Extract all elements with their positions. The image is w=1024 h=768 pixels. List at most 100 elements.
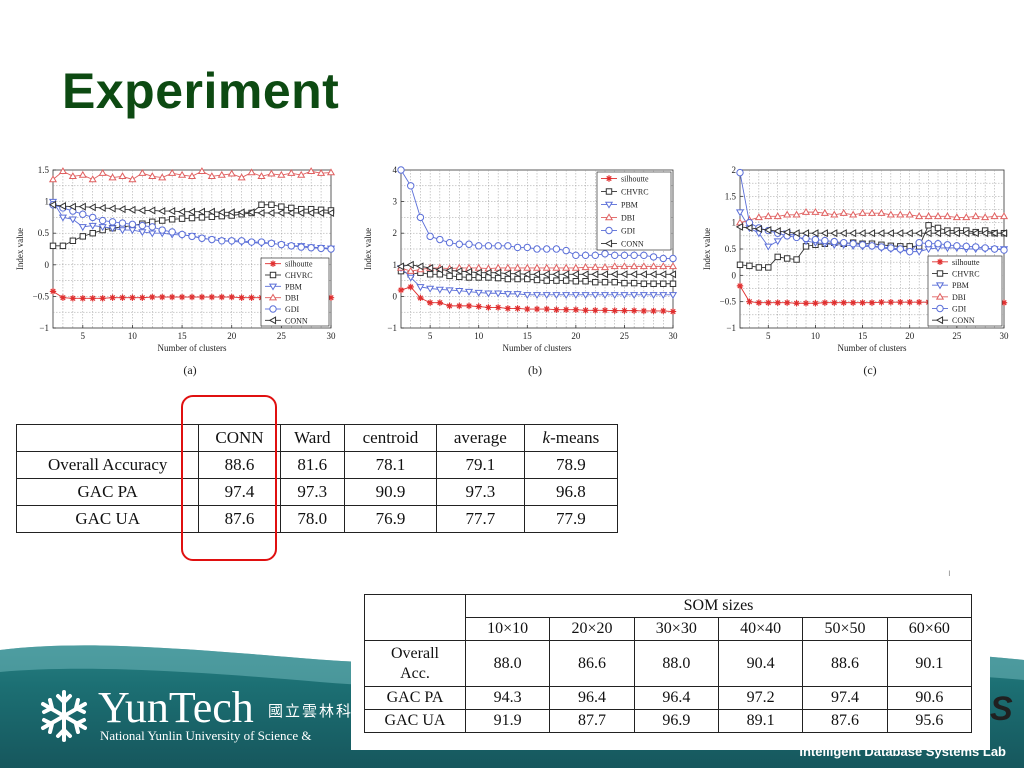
y-tick-label: 2	[732, 165, 737, 175]
legend-entry: PBM	[952, 281, 969, 290]
data-point	[178, 230, 186, 239]
data-point	[581, 263, 590, 271]
data-point	[811, 207, 820, 215]
data-point	[962, 242, 970, 251]
data-point	[660, 307, 667, 315]
y-tick-label: −1	[726, 323, 736, 333]
data-point	[764, 212, 773, 220]
y-tick-label: −1	[39, 323, 49, 333]
row-label: GAC UA	[15, 505, 200, 533]
legend-entry: silhoutte	[621, 175, 649, 184]
data-point	[177, 207, 186, 216]
data-point	[943, 212, 952, 220]
y-tick-label: 1	[45, 197, 50, 207]
data-point	[878, 298, 885, 306]
data-point	[157, 207, 166, 216]
data-point	[581, 292, 590, 300]
data-point	[513, 269, 521, 278]
data-point	[849, 240, 857, 248]
data-point	[59, 242, 67, 250]
data-point	[831, 299, 838, 306]
y-axis-label: Index value	[15, 228, 25, 270]
data-point	[1000, 246, 1008, 254]
data-point	[78, 170, 87, 178]
data-point	[248, 294, 255, 301]
data-point	[591, 251, 599, 260]
y-tick-label: 0	[732, 270, 737, 280]
logo-name: YunTech	[98, 683, 254, 732]
x-tick-label: 25	[277, 331, 287, 341]
legend-entry: DBI	[952, 293, 966, 302]
data-point	[640, 307, 648, 315]
data-point	[543, 305, 550, 313]
data-point	[168, 228, 176, 236]
data-point	[494, 304, 502, 311]
data-point	[897, 298, 904, 306]
data-point	[523, 263, 532, 271]
data-point	[416, 284, 425, 292]
data-point	[562, 263, 571, 271]
data-point	[867, 229, 876, 238]
data-point	[840, 238, 848, 247]
data-point	[999, 229, 1008, 238]
data-point	[326, 168, 336, 176]
x-tick-label: 15	[858, 331, 868, 341]
data-point	[217, 208, 225, 217]
data-point	[513, 243, 522, 252]
data-point	[188, 214, 196, 222]
col-header-size: 50×50	[802, 617, 888, 641]
data-point	[207, 172, 216, 180]
data-point	[218, 293, 225, 301]
data-point	[639, 270, 647, 279]
data-point	[474, 289, 483, 297]
legend-marker	[935, 282, 945, 290]
table-cell: 90.6	[886, 686, 973, 710]
data-point	[553, 277, 560, 284]
x-tick-label: 20	[905, 331, 915, 341]
table-cell: 97.2	[717, 686, 804, 710]
series-gdi	[397, 166, 677, 263]
data-point	[407, 283, 414, 291]
data-point	[287, 208, 295, 218]
data-point	[445, 238, 454, 247]
data-point	[532, 292, 542, 300]
data-point	[138, 168, 147, 176]
data-point	[858, 241, 867, 249]
table-row: GAC PA 94.3 96.4 96.4 97.2 97.4 90.6	[364, 686, 973, 710]
data-point	[887, 244, 895, 252]
data-point	[504, 242, 512, 250]
data-point	[227, 169, 236, 177]
data-point	[552, 270, 560, 279]
data-point	[119, 294, 126, 301]
data-point	[168, 168, 177, 176]
data-point	[167, 207, 176, 216]
data-point	[148, 172, 157, 180]
legend-marker	[604, 239, 613, 248]
data-point	[128, 220, 137, 229]
legend-entry: DBI	[621, 214, 635, 223]
data-point	[660, 280, 667, 287]
legend-entry: CHVRC	[952, 270, 980, 279]
table-header-row: CONN Ward centroid average k-means	[15, 424, 619, 452]
data-point	[406, 260, 414, 269]
legend-marker	[936, 270, 944, 277]
data-point	[858, 209, 867, 216]
y-tick-label: −0.5	[720, 297, 737, 307]
data-point	[934, 224, 942, 232]
legend-box	[927, 255, 1003, 327]
legend-marker	[936, 304, 944, 313]
y-tick-label: 4	[393, 165, 398, 175]
data-point	[277, 240, 286, 249]
data-point	[620, 262, 629, 270]
data-point	[446, 302, 453, 310]
y-tick-label: 1.5	[38, 165, 50, 175]
table-cell: 78.9	[523, 451, 619, 479]
data-point	[820, 229, 828, 238]
data-point	[455, 287, 464, 295]
x-tick-label: 30	[669, 331, 679, 341]
data-point	[552, 292, 561, 300]
data-point	[553, 306, 560, 313]
data-point	[128, 175, 137, 183]
legend-entry: CONN	[621, 240, 644, 249]
table-cell: 94.3	[464, 686, 551, 710]
